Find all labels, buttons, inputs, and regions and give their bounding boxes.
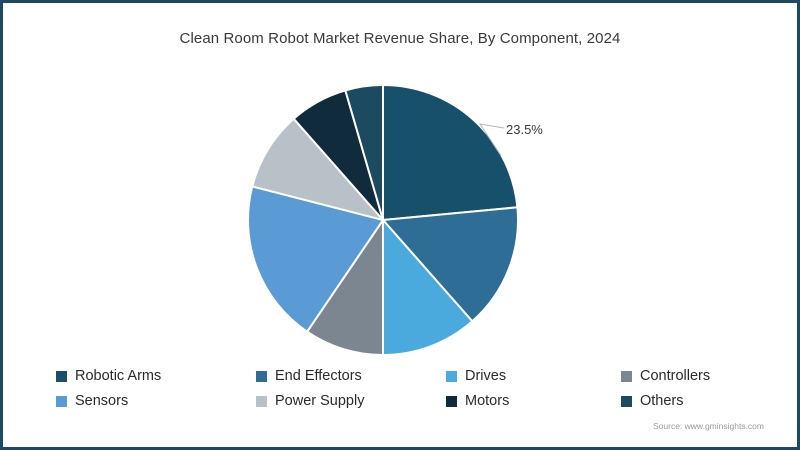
legend-item-label: End Effectors [275,368,362,384]
legend-item-sensors[interactable]: Sensors [56,393,256,409]
legend-swatch-icon [446,395,457,407]
legend-swatch-icon [56,395,67,407]
pie-slice-others [344,83,384,221]
legend-swatch-icon [56,370,67,382]
legend-item-end-effectors[interactable]: End Effectors [256,368,446,384]
pie-slice-drives [382,217,474,357]
legend-item-label: Power Supply [275,393,365,409]
pie-chart-plot-area [0,60,800,360]
legend-item-label: Controllers [640,368,711,384]
legend-item-label: Robotic Arms [75,368,162,384]
pie-chart-svg [247,83,519,357]
pie-slice-controllers [305,216,384,357]
legend-item-drives[interactable]: Drives [446,368,621,384]
legend-swatch-icon [621,370,632,382]
callout-leader-line [478,123,505,156]
pie-slice-robotic-arms [382,83,519,222]
legend-item-label: Drives [465,368,507,384]
legend-item-robotic-arms[interactable]: Robotic Arms [56,368,256,384]
pie-slice-power-supply [251,117,386,222]
legend-item-label: Sensors [75,393,129,409]
legend-item-power-supply[interactable]: Power Supply [256,393,446,409]
slice-data-label-robotic-arms: 23.5% [506,122,543,137]
chart-legend: Robotic Arms End Effectors Drives Controlle… [56,368,756,409]
legend-swatch-icon [446,370,457,382]
page-title: Clean Room Robot Market Revenue Share, B… [179,30,621,47]
pie-slice-sensors [247,185,385,334]
legend-swatch-icon [256,370,267,382]
pie-slice-end-effectors [380,206,519,323]
legend-item-label: Others [640,393,684,409]
legend-swatch-icon [621,395,632,407]
legend-item-others[interactable]: Others [621,393,756,409]
legend-item-controllers[interactable]: Controllers [621,368,756,384]
legend-item-motors[interactable]: Motors [446,393,621,409]
pie-slice-group [247,83,519,357]
source-attribution: Source: www.gminsights.com [652,421,764,431]
legend-item-label: Motors [465,393,510,409]
legend-swatch-icon [256,395,267,407]
